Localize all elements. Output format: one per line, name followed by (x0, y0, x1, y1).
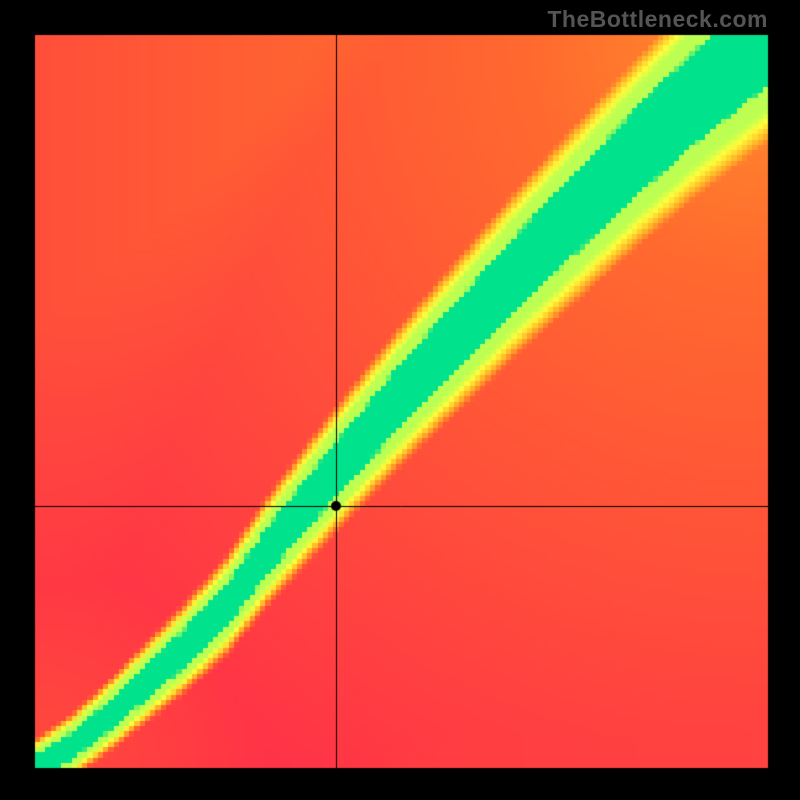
watermark-text: TheBottleneck.com (0, 6, 768, 33)
heatmap-canvas (0, 0, 800, 800)
